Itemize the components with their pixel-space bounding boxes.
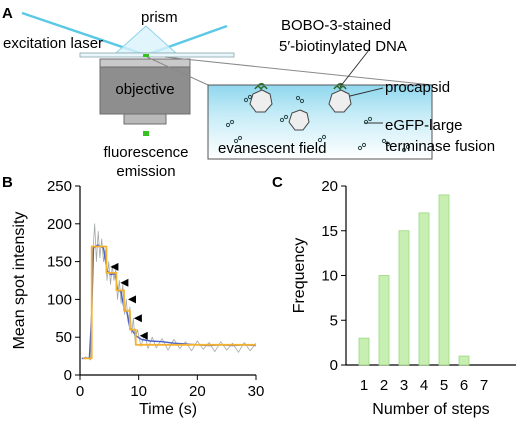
label-objective: objective <box>115 81 174 98</box>
x-tick-label: 10 <box>130 383 147 400</box>
x-tick-label: 3 <box>400 377 408 394</box>
panel-b-letter: B <box>2 174 13 191</box>
bar-1 <box>358 337 370 366</box>
panel-c-letter: C <box>272 174 283 191</box>
slide <box>79 52 235 58</box>
step-fit-line <box>82 245 256 360</box>
x-tick-label: 6 <box>460 377 468 394</box>
procapsid-shape <box>288 109 310 131</box>
inset-box <box>207 84 433 160</box>
x-tick-label: 1 <box>360 377 368 394</box>
x-tick-label: 5 <box>440 377 448 394</box>
x-tick-label: 20 <box>189 383 206 400</box>
y-tick-label: 15 <box>321 223 338 240</box>
bar-3 <box>398 230 410 366</box>
y-tick-label: 150 <box>47 254 72 271</box>
step-marker <box>128 295 136 304</box>
y-tick-label: 250 <box>47 178 72 195</box>
label-procapsid: procapsid <box>385 79 450 96</box>
label-prism: prism <box>141 9 178 26</box>
label-fluorescence: fluorescence <box>103 144 188 161</box>
x-tick-label: 0 <box>76 383 84 400</box>
pointer-dna <box>339 49 370 88</box>
panel-b: B 0 50 100 150 200 250 0 10 20 30 Time (s) Mean spo… <box>2 174 264 418</box>
label-egfp-line2: terminase fusion <box>385 138 495 155</box>
emission-spot <box>143 131 149 136</box>
inset-evanescent-field: evanescent field <box>207 82 433 160</box>
zoom-line-left <box>146 56 209 86</box>
objective-top <box>99 58 191 68</box>
y-tick-label: 0 <box>330 357 338 374</box>
label-bobo-line2: 5′-biotinylated DNA <box>279 38 407 55</box>
x-axis-title: Time (s) <box>139 401 197 418</box>
y-tick-label: 5 <box>330 312 338 329</box>
y-axis-title: Frequency <box>291 238 308 314</box>
bar-6 <box>458 355 470 366</box>
objective-body <box>99 66 191 115</box>
x-axis-title: Number of steps <box>372 401 489 418</box>
label-excitation-laser: excitation laser <box>3 35 103 52</box>
bar-5 <box>438 194 450 366</box>
bar-4 <box>418 212 430 366</box>
raw-intensity-line <box>81 223 257 361</box>
y-tick-label: 10 <box>321 268 338 285</box>
pointer-procapsid <box>349 87 384 97</box>
x-tick-label: 7 <box>480 377 488 394</box>
intensity-trace-chart: 0 50 100 150 200 250 0 10 20 30 Time (s) Mean spot … <box>11 178 264 418</box>
prism-shape <box>114 25 178 54</box>
procapsid-shape <box>249 89 273 113</box>
dna-strand <box>254 82 268 91</box>
procapsid-shape <box>328 89 352 113</box>
step-marker <box>139 331 148 340</box>
smoothed-trace-line <box>81 244 257 360</box>
panel-a: A prism excitation laser objective fluor… <box>2 5 495 180</box>
step-marker <box>120 278 129 287</box>
bar-2 <box>378 275 390 366</box>
y-tick-label: 200 <box>47 216 72 233</box>
step-marker <box>110 262 119 271</box>
x-tick-label: 4 <box>420 377 428 394</box>
illumination-spot <box>143 54 149 57</box>
y-tick-label: 50 <box>55 329 72 346</box>
y-tick-label: 0 <box>64 367 72 384</box>
axis-lines <box>345 186 516 366</box>
zoom-line-right <box>164 56 433 86</box>
egfp-molecules <box>225 94 411 153</box>
x-tick-label: 30 <box>248 383 265 400</box>
objective-neck <box>123 113 167 125</box>
label-evanescent-field: evanescent field <box>218 140 326 157</box>
y-tick-label: 20 <box>321 178 338 195</box>
y-axis-title: Mean spot intensity <box>11 212 28 350</box>
label-bobo-line1: BOBO-3-stained <box>281 17 391 34</box>
step-marker <box>133 314 142 323</box>
label-emission: emission <box>116 163 175 180</box>
y-tick-label: 100 <box>47 291 72 308</box>
x-tick-label: 2 <box>380 377 388 394</box>
panel-a-letter: A <box>2 5 13 22</box>
label-egfp-line1: eGFP-large <box>385 117 463 134</box>
